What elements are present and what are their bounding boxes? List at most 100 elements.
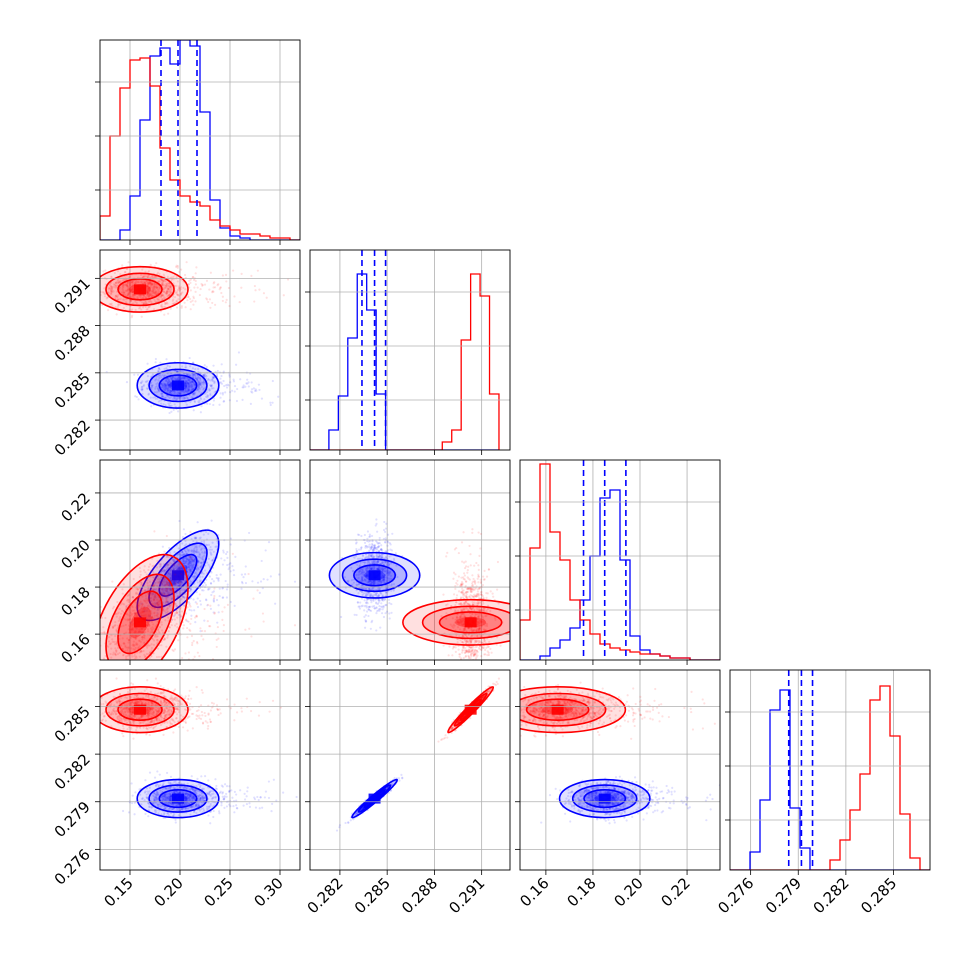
scatter-point <box>175 275 178 278</box>
scatter-point <box>183 390 186 393</box>
scatter-point <box>131 295 134 298</box>
scatter-point <box>224 273 228 276</box>
scatter-point <box>146 290 150 293</box>
scatter-point <box>150 290 153 293</box>
scatter-point <box>167 287 171 291</box>
scatter-point <box>266 578 269 581</box>
scatter-point <box>144 281 147 285</box>
scatter-point <box>200 561 203 564</box>
scatter-point <box>177 396 180 399</box>
scatter-point <box>158 287 161 290</box>
scatter-point <box>189 386 192 389</box>
scatter-point <box>184 560 187 563</box>
scatter-point <box>202 387 206 390</box>
scatter-point <box>225 596 229 599</box>
scatter-point <box>180 390 184 393</box>
scatter-point <box>261 612 265 615</box>
scatter-point <box>167 591 171 594</box>
scatter-point <box>139 295 142 298</box>
scatter-point <box>154 290 158 293</box>
scatter-point <box>126 285 129 288</box>
scatter-point <box>197 383 200 386</box>
scatter-point <box>173 579 176 583</box>
scatter-point <box>186 619 189 623</box>
scatter-point <box>168 282 171 285</box>
scatter-point <box>213 380 216 384</box>
scatter-point <box>173 377 177 381</box>
scatter-point <box>110 290 113 293</box>
scatter-point <box>184 549 187 552</box>
scatter-point <box>122 291 125 294</box>
scatter-point <box>205 543 208 546</box>
scatter-point <box>170 404 173 407</box>
scatter-point <box>355 547 358 551</box>
scatter-point <box>163 385 166 389</box>
scatter-point <box>226 583 229 586</box>
scatter-point <box>226 550 229 554</box>
scatter-point <box>147 300 151 303</box>
scatter-point <box>127 290 130 293</box>
scatter-point <box>157 388 160 391</box>
scatter-point <box>203 283 207 286</box>
scatter-point <box>110 285 114 289</box>
scatter-point <box>215 638 218 641</box>
scatter-point <box>210 519 213 522</box>
scatter-point <box>372 604 376 608</box>
scatter-point <box>363 615 366 618</box>
scatter-point <box>492 595 495 598</box>
scatter-point <box>142 281 145 284</box>
scatter-point <box>368 609 371 612</box>
scatter-point <box>220 363 223 366</box>
scatter-point <box>189 579 192 583</box>
scatter-point <box>480 655 483 658</box>
scatter-point <box>207 300 210 304</box>
scatter-point <box>123 291 126 294</box>
scatter-point <box>188 566 191 569</box>
scatter-point <box>240 286 243 289</box>
scatter-point <box>156 387 159 390</box>
scatter-point <box>194 279 197 283</box>
scatter-point <box>146 280 149 283</box>
scatter-point <box>106 296 109 299</box>
scatter-point <box>165 284 168 287</box>
scatter-point <box>154 285 157 288</box>
scatter-point <box>199 536 202 539</box>
scatter-point <box>141 296 144 299</box>
scatter-point <box>226 383 229 386</box>
scatter-point <box>379 626 382 629</box>
scatter-point <box>166 588 169 591</box>
scatter-point <box>147 615 150 618</box>
scatter-point <box>146 387 149 390</box>
scatter-point <box>179 377 182 380</box>
scatter-point <box>166 288 170 291</box>
scatter-point <box>211 559 214 562</box>
scatter-point <box>202 584 205 587</box>
scatter-point <box>146 294 149 297</box>
scatter-point <box>182 624 186 627</box>
scatter-point <box>198 382 201 385</box>
scatter-point <box>356 601 359 604</box>
scatter-point <box>209 271 212 274</box>
scatter-point <box>95 693 97 695</box>
scatter-point <box>196 521 199 524</box>
scatter-point <box>188 564 192 568</box>
scatter-point <box>481 583 485 587</box>
scatter-point <box>452 593 456 596</box>
scatter-point <box>206 394 209 397</box>
scatter-point <box>267 541 271 544</box>
scatter-point <box>207 378 210 381</box>
scatter-point <box>172 378 175 381</box>
scatter-point <box>247 531 251 535</box>
scatter-point <box>175 284 178 287</box>
scatter-point <box>213 596 216 600</box>
scatter-point <box>157 290 160 293</box>
scatter-point <box>175 306 179 309</box>
scatter-point <box>187 389 190 392</box>
scatter-point <box>128 288 131 291</box>
scatter-point <box>368 535 371 538</box>
scatter-point <box>144 305 147 309</box>
scatter-point <box>146 285 149 288</box>
scatter-point <box>200 565 203 569</box>
scatter-point <box>193 572 196 575</box>
scatter-point <box>369 627 372 630</box>
